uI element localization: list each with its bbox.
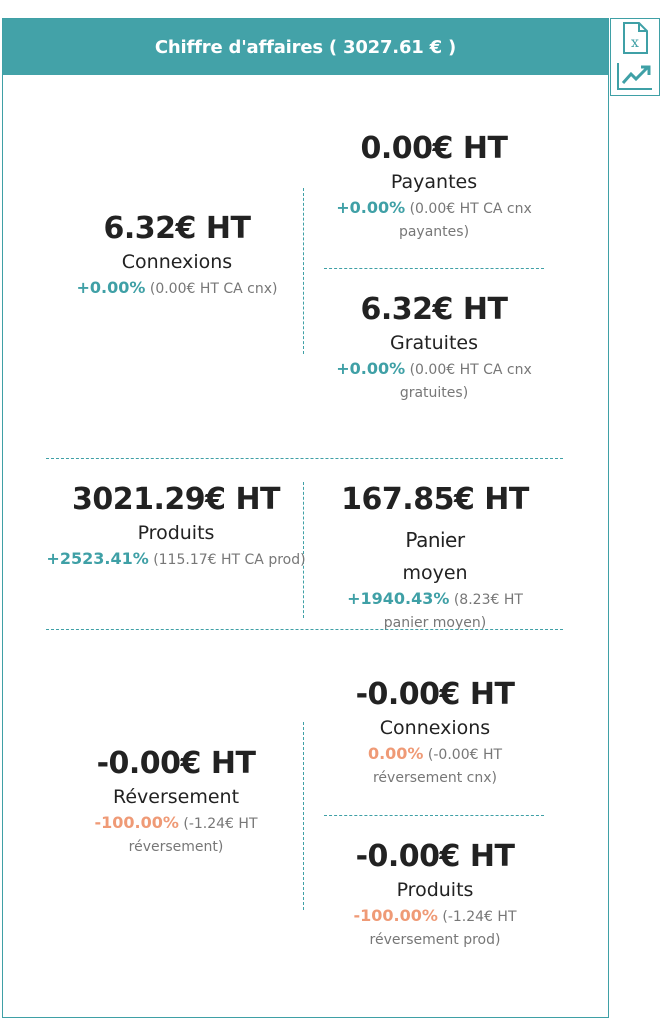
connexions-gratuites: 6.32€ HT Gratuites +0.00% (0.00€ HT CA c… <box>318 291 550 405</box>
label: Produits <box>396 879 474 901</box>
detail: (0.00€ HT CA cnx gratuites) <box>399 362 532 401</box>
panel-title: Chiffre d'affaires ( 3027.61 € ) <box>3 19 608 75</box>
percent-change: -100.00% <box>353 906 438 925</box>
label: Produits <box>137 522 215 544</box>
separator-horizontal <box>324 268 544 269</box>
detail: (-0.00€ HT réversement cnx) <box>372 747 503 786</box>
percent-change: +0.00% <box>336 198 406 217</box>
trend-chart-icon <box>617 63 652 90</box>
label: moyen <box>402 562 468 584</box>
percent-change: +1940.43% <box>347 589 450 608</box>
label-prefix: Panier <box>405 528 465 552</box>
excel-export-button[interactable]: x <box>615 21 655 55</box>
produits-total: 3021.29€ HT Produits +2523.41% (115.17€ … <box>46 481 306 572</box>
detail: (115.17€ HT CA prod) <box>153 552 306 568</box>
reversement-total: -0.00€ HT Réversement -100.00% (-1.24€ H… <box>70 745 282 859</box>
excel-export-icon: x <box>623 22 648 54</box>
detail: (0.00€ HT CA cnx) <box>149 281 278 297</box>
amount: -0.00€ HT <box>355 839 515 874</box>
section-separator <box>46 458 563 459</box>
percent-change: +2523.41% <box>46 549 149 568</box>
amount: -0.00€ HT <box>355 677 515 712</box>
percent-change: +0.00% <box>336 359 406 378</box>
percent-change: 0.00% <box>367 744 424 763</box>
amount: 3021.29€ HT <box>71 482 281 517</box>
section-separator <box>46 629 563 630</box>
percent-change: +0.00% <box>76 278 146 297</box>
amount: 0.00€ HT <box>360 131 508 166</box>
amount: 167.85€ HT <box>341 482 529 517</box>
detail: (-1.24€ HT réversement) <box>128 816 258 855</box>
produits-panier-moyen: 167.85€ HT Panier moyen +1940.43% (8.23€… <box>310 481 560 635</box>
amount: 6.32€ HT <box>360 292 508 327</box>
side-toolbar: x <box>610 18 660 96</box>
amount: 6.32€ HT <box>103 211 251 246</box>
reversement-connexions: -0.00€ HT Connexions 0.00% (-0.00€ HT ré… <box>330 676 540 790</box>
label: Réversement <box>112 786 240 808</box>
connexions-payantes: 0.00€ HT Payantes +0.00% (0.00€ HT CA cn… <box>318 130 550 244</box>
amount: -0.00€ HT <box>96 746 256 781</box>
detail: (-1.24€ HT réversement prod) <box>369 909 517 948</box>
revenue-panel: Chiffre d'affaires ( 3027.61 € ) <box>2 18 609 1018</box>
separator-vertical <box>303 188 304 354</box>
percent-change: -100.00% <box>94 813 179 832</box>
label: Payantes <box>390 171 478 193</box>
separator-vertical <box>303 722 304 910</box>
reversement-produits: -0.00€ HT Produits -100.00% (-1.24€ HT r… <box>330 838 540 952</box>
detail: (8.23€ HT panier moyen) <box>383 592 523 631</box>
label: Connexions <box>121 251 233 273</box>
detail: (0.00€ HT CA cnx payantes) <box>398 201 532 240</box>
label: Connexions <box>379 717 491 739</box>
label: Gratuites <box>390 332 478 354</box>
separator-horizontal <box>324 815 544 816</box>
separator-vertical <box>303 482 304 618</box>
chart-view-button[interactable] <box>615 59 655 93</box>
svg-text:x: x <box>631 35 639 51</box>
connexions-total: 6.32€ HT Connexions +0.00% (0.00€ HT CA … <box>52 210 302 301</box>
